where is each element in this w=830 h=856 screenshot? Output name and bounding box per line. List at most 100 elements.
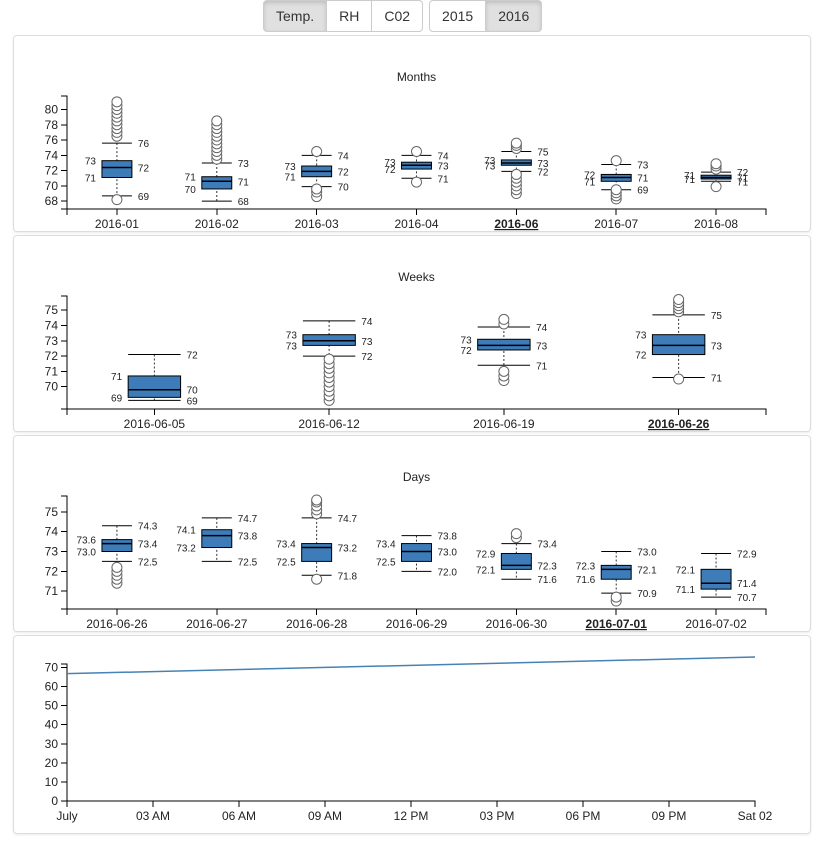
label-whisker-low: 71.8 (338, 571, 358, 582)
x-tick-label[interactable]: 2016-03 (295, 217, 339, 231)
label-q1: 73.0 (76, 548, 96, 559)
label-q3: 73 (384, 158, 396, 169)
outlier-point (510, 168, 522, 180)
x-tick-label-selected[interactable]: 2016-06-26 (648, 417, 710, 431)
label-median: 73.0 (437, 548, 457, 559)
x-tick-label[interactable]: 2016-08 (694, 217, 738, 231)
year-button-group: 2015 2016 (429, 0, 543, 34)
y-tick-label: 20 (45, 756, 59, 770)
label-whisker-high: 74.7 (338, 514, 358, 525)
label-q3: 73.4 (376, 540, 396, 551)
label-median: 73 (361, 337, 373, 348)
label-q3: 72.9 (476, 549, 496, 560)
chart-title: Days (403, 470, 430, 484)
outlier-point (323, 353, 335, 365)
outlier-point (610, 155, 622, 167)
y-axis-line (61, 663, 68, 802)
box-iqr (302, 334, 356, 346)
year-button-2015[interactable]: 2015 (429, 0, 487, 32)
label-q1: 73 (286, 341, 298, 352)
x-tick-label[interactable]: 2016-06-19 (473, 417, 535, 431)
label-q3: 73.4 (276, 540, 296, 551)
label-whisker-high: 75 (537, 148, 549, 159)
outlier-point (510, 528, 522, 540)
outlier-point (111, 194, 123, 206)
x-axis: 2016-01 2016-02 2016-03 2016-04 2016-06 2016-… (66, 208, 767, 231)
label-median: 73 (536, 341, 548, 352)
y-tick-label: 70 (45, 380, 59, 394)
x-tick-label[interactable]: 2016-06-30 (486, 617, 548, 631)
label-median: 71 (737, 173, 749, 184)
label-whisker-high: 73.8 (437, 532, 457, 543)
label-median: 70 (187, 386, 199, 397)
outlier-point (311, 183, 323, 195)
label-median: 73.2 (338, 544, 358, 555)
x-tick-label[interactable]: 2016-01 (95, 217, 139, 231)
box-2016-06-27: 74.1 73.2 73.8 74.7 72.5 (176, 514, 257, 569)
metric-button-rh[interactable]: RH (327, 0, 373, 32)
x-tick-label[interactable]: 2016-06-05 (124, 417, 186, 431)
box-2016-06-29: 73.4 72.5 73.0 73.8 72.0 (376, 532, 457, 579)
label-q3: 74.1 (176, 526, 196, 537)
outlier-point (610, 184, 622, 196)
metric-button-c02[interactable]: C02 (372, 0, 424, 32)
x-tick-label: Sat 02 (738, 809, 773, 823)
y-axis-line (61, 295, 68, 410)
label-q1: 72.5 (276, 557, 296, 568)
y-tick-label: 72 (45, 349, 59, 363)
timeline-panel: 0 10 20 30 40 50 60 70 July 03 AM 06 AM 09 AM 12 PM 0… (13, 635, 811, 834)
label-median: 71 (637, 173, 649, 184)
box-2016-06-28: 73.4 72.5 73.2 74.7 71.8 (276, 494, 358, 585)
days-panel: Days 71 72 73 74 75 2016-06-26 2016-06-27 2016-0… (13, 435, 811, 632)
outlier-point (498, 365, 510, 377)
label-whisker-high: 73.0 (637, 548, 657, 559)
label-q3: 73 (286, 331, 298, 342)
outlier-point (211, 115, 223, 127)
x-tick-label[interactable]: 2016-06-26 (86, 617, 148, 631)
x-tick-label[interactable]: 2016-04 (394, 217, 438, 231)
label-whisker-low: 68 (238, 197, 250, 208)
x-tick-label[interactable]: 2016-06-28 (286, 617, 348, 631)
x-tick-label[interactable]: 2016-06-29 (386, 617, 448, 631)
label-whisker-low: 71 (737, 177, 749, 188)
metric-button-group: Temp. RH C02 (263, 0, 424, 34)
label-median: 71 (238, 177, 250, 188)
metric-button-temp[interactable]: Temp. (263, 0, 328, 32)
timeline-line-chart: 0 10 20 30 40 50 60 70 July 03 AM 06 AM 09 AM 12 PM 0… (45, 656, 773, 823)
x-tick-label[interactable]: 2016-06-27 (186, 617, 248, 631)
outlier-point (311, 146, 323, 157)
x-tick-label[interactable]: 2016-07 (594, 217, 638, 231)
x-tick-label[interactable]: 2016-07-02 (685, 617, 747, 631)
label-q1: 72.1 (476, 565, 496, 576)
label-q1: 71.1 (676, 585, 696, 596)
chart-title: Months (397, 70, 436, 84)
x-tick-label-selected[interactable]: 2016-07-01 (586, 617, 648, 631)
y-tick-label: 78 (45, 118, 59, 132)
y-tick-label: 75 (45, 303, 59, 317)
label-median: 73 (437, 161, 449, 172)
year-button-2016[interactable]: 2016 (486, 0, 543, 32)
y-tick-label: 60 (45, 680, 59, 694)
label-whisker-low: 70.7 (737, 593, 757, 604)
y-tick-label: 10 (45, 775, 59, 789)
x-tick-label-selected[interactable]: 2016-06 (494, 217, 538, 231)
y-tick-label: 68 (45, 194, 59, 208)
outlier-point (411, 146, 422, 157)
label-q3: 72.3 (576, 561, 596, 572)
label-whisker-low: 71 (711, 373, 723, 384)
label-q1: 71.6 (576, 575, 596, 586)
x-tick-label[interactable]: 2016-02 (195, 217, 239, 231)
outlier-point (411, 176, 422, 188)
x-tick-label[interactable]: 2016-06-12 (298, 417, 360, 431)
x-axis: July 03 AM 06 AM 09 AM 12 PM 03 PM 06 PM 09 PM S… (56, 800, 773, 823)
box-iqr (600, 564, 632, 580)
box-2016-01: 73 71 72 76 69 (85, 96, 149, 206)
y-tick-label: 70 (45, 661, 59, 675)
x-tick-label: 03 AM (136, 809, 170, 823)
